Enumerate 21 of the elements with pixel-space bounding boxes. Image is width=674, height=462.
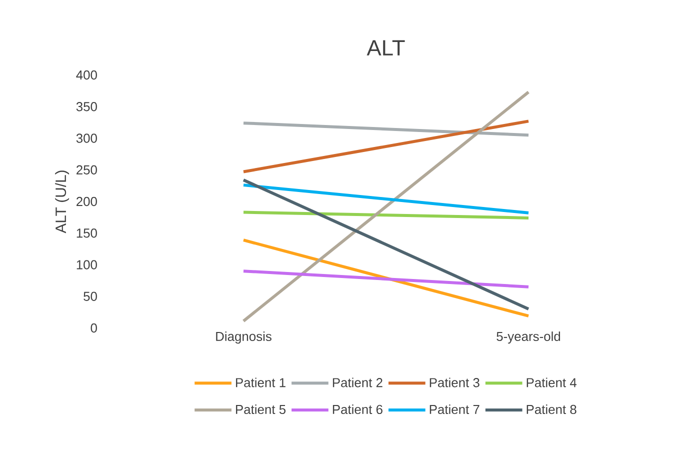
y-tick-label: 300 — [76, 134, 97, 143]
legend-label: Patient 5 — [236, 404, 286, 414]
legend-label: Patient 8 — [526, 404, 576, 414]
y-tick-label: 200 — [76, 196, 97, 206]
y-tick-label: 350 — [76, 102, 97, 112]
y-tick-label: 0 — [90, 323, 97, 333]
y-tick-label: 150 — [76, 228, 97, 238]
y-axis-title: ALT (U/L) — [55, 170, 70, 234]
x-tick-label: 5-years-old — [496, 332, 560, 344]
y-tick-label: 50 — [84, 292, 97, 301]
legend-label: Patient 1 — [236, 378, 286, 388]
legend-label: Patient 3 — [430, 378, 480, 388]
legend-label: Patient 6 — [332, 404, 382, 414]
y-tick-label: 400 — [76, 70, 97, 80]
y-tick-label: 250 — [76, 165, 97, 174]
legend-label: Patient 7 — [430, 404, 480, 414]
y-tick-label: 100 — [76, 260, 97, 270]
legend-label: Patient 4 — [526, 378, 576, 388]
chart-title: ALT — [366, 40, 405, 56]
legend-label: Patient 2 — [332, 378, 382, 388]
x-tick-label: Diagnosis — [216, 332, 272, 344]
